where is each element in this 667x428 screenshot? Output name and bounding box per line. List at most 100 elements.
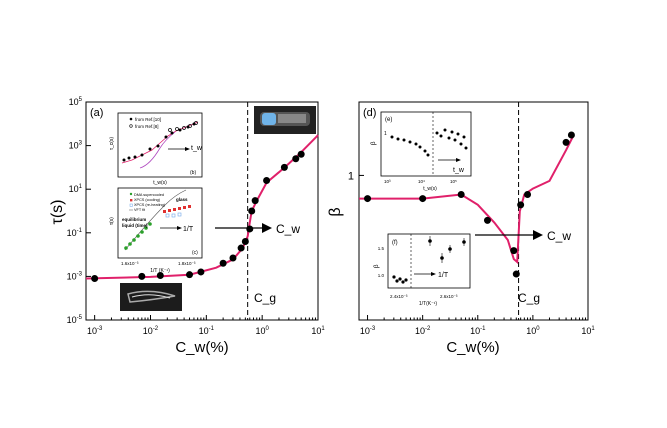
- svg-text:from Ref.[8]: from Ref.[8]: [135, 124, 159, 129]
- inset-e: (e) β 1 t_w 10³ 10⁴ 10⁵ t_w(s): [371, 111, 472, 192]
- right-ylabel: β: [327, 207, 344, 216]
- right-point: [483, 216, 491, 224]
- left-point: [91, 275, 99, 283]
- left-point: [248, 207, 256, 215]
- left-ytick-label: 101: [69, 184, 83, 194]
- left-xtick-label: 101: [311, 326, 325, 336]
- left-point: [241, 237, 249, 245]
- svg-text:1/T: 1/T: [183, 226, 194, 233]
- left-point: [292, 155, 300, 163]
- svg-text:2.4x10⁻³: 2.4x10⁻³: [390, 294, 408, 299]
- right-point: [524, 190, 532, 198]
- left-point: [280, 163, 288, 171]
- svg-text:t_w(s): t_w(s): [423, 186, 437, 192]
- left-point: [197, 268, 205, 276]
- right-xtick-label: 101: [581, 326, 595, 336]
- left-ytick-label: 103: [69, 141, 83, 151]
- inset-f: (f) β 1.5 1.0 1/T 2.4x10⁻³ 2.6x10⁻³ 1/T(…: [374, 233, 471, 307]
- svg-text:glass: glass: [176, 197, 188, 202]
- svg-text:β: β: [371, 141, 377, 145]
- left-xtick-label: 100: [255, 326, 269, 336]
- right-ytick-label: 1: [348, 170, 354, 182]
- svg-text:XPCS (cooling): XPCS (cooling): [134, 198, 161, 202]
- left-plot-frame: [85, 101, 319, 321]
- left-ytick-label: 10-1: [67, 228, 83, 238]
- right-point: [510, 247, 518, 255]
- svg-text:1.8x10⁻³: 1.8x10⁻³: [178, 261, 196, 266]
- right-point: [562, 138, 570, 146]
- svg-text:1: 1: [384, 131, 387, 137]
- svg-text:t_w: t_w: [453, 167, 465, 174]
- vial-photo-bottom: [120, 283, 182, 311]
- svg-text:t_w: t_w: [191, 145, 203, 152]
- right-cw-arrowhead: [533, 230, 543, 240]
- left-point: [229, 254, 237, 262]
- left-data-points: [91, 150, 305, 283]
- svg-text:10⁴: 10⁴: [418, 179, 425, 184]
- svg-text:liquid (time): liquid (time): [122, 223, 148, 228]
- svg-text:10³: 10³: [384, 179, 391, 184]
- right-data-points: [364, 131, 575, 278]
- left-point: [297, 150, 305, 158]
- right-xtick-label: 10-3: [360, 326, 376, 336]
- svg-text:1/T(K⁻¹): 1/T(K⁻¹): [419, 301, 438, 307]
- svg-text:(c): (c): [192, 250, 198, 256]
- left-point: [186, 271, 194, 279]
- svg-text:β: β: [374, 264, 380, 268]
- right-xtick-label: 100: [526, 326, 540, 336]
- left-cw-arrowhead: [262, 223, 272, 233]
- svg-text:τ_c(s): τ_c(s): [109, 137, 115, 150]
- right-cw-label: C_w: [547, 229, 571, 243]
- left-point: [251, 197, 259, 205]
- right-xtick-label: 10-2: [415, 326, 431, 336]
- svg-text:2.6x10⁻³: 2.6x10⁻³: [440, 294, 458, 299]
- left-ytick-label: 105: [69, 97, 83, 107]
- svg-text:DMA supercooled: DMA supercooled: [134, 193, 164, 197]
- svg-text:1/T (K⁻¹): 1/T (K⁻¹): [150, 268, 170, 274]
- svg-text:(e): (e): [385, 117, 392, 123]
- panel-label-d: (d): [363, 107, 376, 119]
- left-point: [246, 225, 254, 233]
- svg-text:equilibrium: equilibrium: [122, 217, 146, 222]
- svg-text:(b): (b): [190, 170, 196, 176]
- left-point: [263, 177, 271, 185]
- right-point: [457, 190, 465, 198]
- right-point: [567, 131, 575, 139]
- left-ytick-label: 10-5: [67, 315, 83, 325]
- left-xtick-label: 10-2: [143, 326, 159, 336]
- left-ytick-label: 10-3: [67, 271, 83, 281]
- right-point: [517, 201, 525, 209]
- panel-label-a: (a): [90, 107, 103, 119]
- vial-photo-top: [254, 106, 316, 134]
- left-point: [237, 244, 245, 252]
- left-cg-label: C_g: [254, 291, 276, 305]
- right-axis-ticks: 10-3 10-2 10-1 100 101 1: [348, 170, 595, 336]
- left-xtick-label: 10-1: [199, 326, 215, 336]
- right-xtick-label: 10-1: [470, 326, 486, 336]
- left-xtick-label: 10-3: [87, 326, 103, 336]
- svg-text:VFT fit: VFT fit: [134, 208, 146, 212]
- right-point: [364, 195, 372, 203]
- svg-text:1.6x10⁻³: 1.6x10⁻³: [121, 261, 139, 266]
- svg-text:from Ref.[10]: from Ref.[10]: [135, 117, 161, 122]
- svg-text:(f): (f): [392, 240, 398, 246]
- left-point: [156, 271, 164, 279]
- right-point: [512, 270, 520, 278]
- right-plot-frame: [358, 101, 589, 321]
- left-point: [138, 272, 146, 280]
- left-xlabel: C_w(%): [175, 339, 228, 356]
- svg-text:t_w(s): t_w(s): [153, 180, 167, 186]
- svg-text:τ(s): τ(s): [109, 217, 115, 225]
- left-axis-ticks: 10-3 10-2 10-1 100 101 10-5 10-3 10-1 101 103 105: [67, 97, 326, 336]
- svg-text:1/T: 1/T: [438, 272, 449, 279]
- svg-text:10⁵: 10⁵: [450, 179, 457, 184]
- left-cw-label: C_w: [276, 222, 300, 236]
- right-point: [419, 195, 427, 203]
- svg-text:1.0: 1.0: [378, 273, 385, 278]
- right-cg-label: C_g: [518, 291, 540, 305]
- right-xlabel: C_w(%): [446, 339, 499, 356]
- left-ylabel: τ(s): [49, 200, 66, 225]
- svg-text:XPCS (re-heating): XPCS (re-heating): [134, 203, 166, 207]
- svg-text:1.5: 1.5: [378, 246, 385, 251]
- left-point: [219, 259, 227, 267]
